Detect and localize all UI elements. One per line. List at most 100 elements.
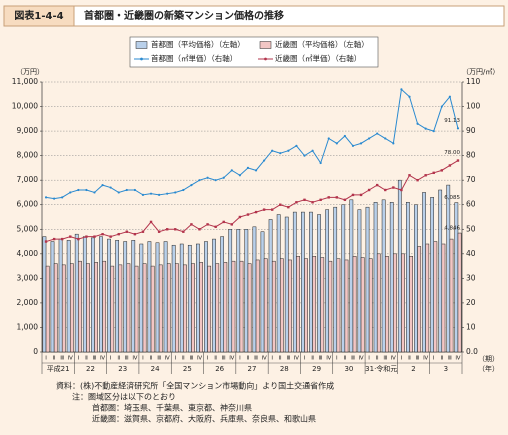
y2-tick-label: 50 xyxy=(466,224,476,233)
legend-box xyxy=(129,36,379,68)
marker xyxy=(359,193,363,197)
x-tick-label: Ⅳ xyxy=(229,356,235,362)
marker xyxy=(287,149,290,152)
bar xyxy=(78,260,82,353)
bar xyxy=(357,209,362,353)
bar xyxy=(239,260,244,353)
year-label: 2 xyxy=(411,365,415,373)
data-label: 91.13 xyxy=(444,118,460,124)
bar xyxy=(401,253,405,353)
bar xyxy=(433,241,438,353)
marker xyxy=(101,232,104,236)
year-label: 26 xyxy=(215,365,224,373)
x-tick-label: Ⅱ xyxy=(311,356,314,362)
legend-label: 近畿圏（㎡単価）（右軸） xyxy=(275,53,361,63)
marker xyxy=(238,215,242,219)
marker xyxy=(279,152,282,155)
bar xyxy=(360,257,365,353)
bar xyxy=(163,241,168,353)
bar xyxy=(385,256,389,353)
marker xyxy=(222,220,225,224)
marker xyxy=(174,191,177,194)
marker xyxy=(440,105,443,108)
bar xyxy=(191,263,195,353)
marker xyxy=(287,205,290,209)
marker xyxy=(270,208,274,211)
bar xyxy=(115,240,119,353)
marker xyxy=(408,95,411,98)
bar xyxy=(175,263,179,353)
x-tick-label: Ⅲ xyxy=(416,356,420,362)
y-tick-label: 4,000 xyxy=(17,249,39,258)
marker xyxy=(230,223,234,226)
marker xyxy=(44,240,48,243)
x-tick-label: Ⅰ xyxy=(336,356,338,362)
bar xyxy=(215,263,220,353)
note: 資料：(株)不動産経済研究所「全国マンション市場動向」より国土交通省作成 xyxy=(56,381,334,391)
bar xyxy=(344,259,349,353)
bar xyxy=(53,263,58,353)
bar xyxy=(252,226,257,353)
x-tick-label: Ⅱ xyxy=(117,356,120,362)
marker xyxy=(190,183,193,187)
bar xyxy=(381,199,386,353)
bar xyxy=(271,260,276,353)
marker xyxy=(109,186,112,189)
bar xyxy=(425,243,430,353)
bar xyxy=(409,256,413,353)
x-tick-label: Ⅳ xyxy=(455,356,461,362)
marker xyxy=(424,127,427,130)
marker xyxy=(141,230,145,233)
x-tick-label: Ⅱ xyxy=(214,356,217,362)
y2-tick-label: 110 xyxy=(466,77,481,86)
x-tick-label: Ⅰ xyxy=(174,356,176,362)
bar xyxy=(82,236,87,353)
bar xyxy=(231,260,236,353)
x-tick-label: Ⅰ xyxy=(239,356,241,362)
marker xyxy=(69,191,72,194)
x-tick-label: Ⅲ xyxy=(157,356,161,362)
x-tick-label: Ⅳ xyxy=(262,356,268,362)
year-label: 29 xyxy=(312,365,321,373)
bar xyxy=(333,206,338,353)
x-tick-label: Ⅰ xyxy=(78,356,80,362)
marker xyxy=(93,235,96,238)
x-tick-label: Ⅲ xyxy=(190,356,194,362)
marker xyxy=(368,137,371,140)
note: 首都圏：埼玉県、千葉県、東京都、神奈川県 xyxy=(92,403,252,413)
y-tick-label: 1,000 xyxy=(17,322,39,331)
marker xyxy=(190,223,193,226)
marker xyxy=(295,201,298,204)
marker xyxy=(319,161,322,165)
x-tick-label: Ⅱ xyxy=(279,356,282,362)
marker xyxy=(206,223,209,226)
x-tick-label: Ⅱ xyxy=(150,356,153,362)
y2-tick-label: 40 xyxy=(466,249,476,258)
legend-label: 首都圏（平均価格）（左軸） xyxy=(151,39,245,49)
y-tick-label: 8,000 xyxy=(17,151,39,160)
marker xyxy=(416,122,419,125)
y2-tick-label: 90 xyxy=(466,126,476,135)
bar xyxy=(94,262,98,353)
x-tick-label: Ⅱ xyxy=(85,356,88,362)
chart-title: 首都圏・近畿圏の新築マンション価格の推移 xyxy=(84,9,284,22)
marker xyxy=(263,159,266,162)
data-label: 4,846 xyxy=(444,226,460,232)
marker xyxy=(303,154,306,157)
marker xyxy=(295,144,298,147)
marker xyxy=(262,208,266,211)
bar xyxy=(417,246,422,353)
year-label: 27 xyxy=(248,365,257,373)
bar xyxy=(196,243,200,353)
x-tick-label: Ⅳ xyxy=(165,356,171,362)
bar xyxy=(422,192,426,353)
bar xyxy=(220,236,224,353)
marker xyxy=(392,186,395,189)
bar xyxy=(228,229,233,353)
marker xyxy=(182,188,185,192)
marker xyxy=(60,237,64,241)
marker xyxy=(246,166,250,170)
legend-label: 首都圏（㎡単価）（右軸） xyxy=(151,53,237,63)
marker xyxy=(375,183,379,187)
x-tick-label: Ⅲ xyxy=(383,356,387,362)
